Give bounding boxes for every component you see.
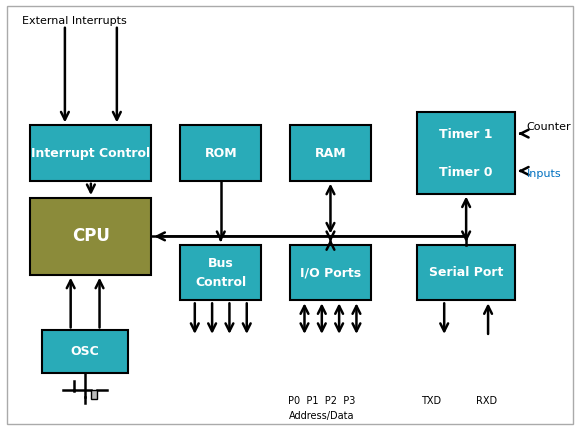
Text: ROM: ROM bbox=[204, 147, 237, 160]
Bar bbox=[290, 125, 371, 181]
Bar bbox=[417, 113, 515, 194]
Text: Interrupt Control: Interrupt Control bbox=[32, 147, 151, 160]
Bar bbox=[180, 125, 261, 181]
Text: Address/Data: Address/Data bbox=[289, 411, 354, 421]
Text: RXD: RXD bbox=[476, 396, 497, 406]
Bar bbox=[42, 330, 128, 373]
Text: Bus
Control: Bus Control bbox=[195, 257, 246, 289]
Bar bbox=[30, 198, 151, 275]
Text: Inputs: Inputs bbox=[527, 169, 561, 179]
Text: External Interrupts: External Interrupts bbox=[22, 16, 126, 26]
Text: Timer 1

Timer 0: Timer 1 Timer 0 bbox=[439, 128, 493, 178]
Bar bbox=[91, 390, 96, 399]
Text: TXD: TXD bbox=[422, 396, 442, 406]
Text: RAM: RAM bbox=[315, 147, 346, 160]
Text: CPU: CPU bbox=[72, 227, 110, 246]
Text: Serial Port: Serial Port bbox=[429, 266, 503, 279]
Text: OSC: OSC bbox=[71, 345, 99, 358]
Text: I/O Ports: I/O Ports bbox=[300, 266, 361, 279]
Bar bbox=[180, 245, 261, 301]
Text: P0  P1  P2  P3: P0 P1 P2 P3 bbox=[288, 396, 356, 406]
Bar bbox=[290, 245, 371, 301]
Bar bbox=[30, 125, 151, 181]
Text: Counter: Counter bbox=[527, 123, 571, 132]
Bar bbox=[417, 245, 515, 301]
